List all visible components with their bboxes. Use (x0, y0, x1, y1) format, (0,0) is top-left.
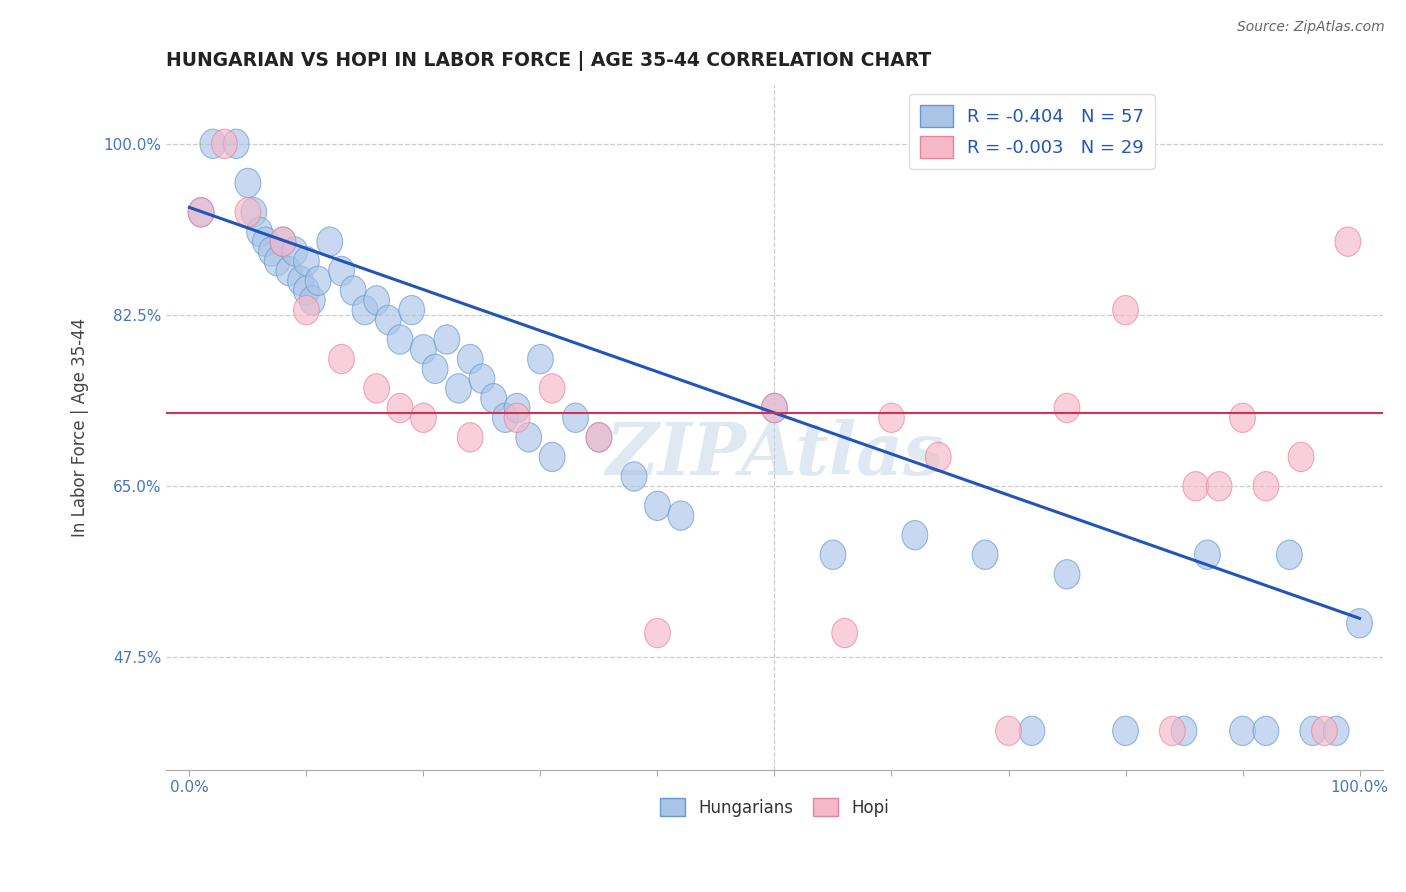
Ellipse shape (1301, 716, 1326, 746)
Ellipse shape (264, 246, 290, 276)
Ellipse shape (586, 423, 612, 452)
Ellipse shape (288, 266, 314, 295)
Ellipse shape (879, 403, 904, 433)
Ellipse shape (457, 344, 484, 374)
Ellipse shape (246, 218, 273, 246)
Ellipse shape (240, 198, 267, 227)
Ellipse shape (294, 295, 319, 325)
Ellipse shape (1312, 716, 1337, 746)
Text: Source: ZipAtlas.com: Source: ZipAtlas.com (1237, 20, 1385, 34)
Ellipse shape (305, 266, 330, 295)
Ellipse shape (235, 169, 260, 198)
Ellipse shape (832, 618, 858, 648)
Ellipse shape (586, 423, 612, 452)
Ellipse shape (668, 501, 693, 530)
Ellipse shape (644, 491, 671, 521)
Ellipse shape (1253, 716, 1279, 746)
Ellipse shape (540, 374, 565, 403)
Ellipse shape (276, 256, 302, 285)
Ellipse shape (375, 305, 401, 334)
Ellipse shape (270, 227, 295, 256)
Ellipse shape (188, 198, 214, 227)
Ellipse shape (1171, 716, 1197, 746)
Ellipse shape (492, 403, 519, 433)
Ellipse shape (259, 236, 284, 266)
Ellipse shape (903, 521, 928, 549)
Ellipse shape (527, 344, 554, 374)
Ellipse shape (329, 256, 354, 285)
Ellipse shape (505, 403, 530, 433)
Ellipse shape (820, 540, 846, 569)
Ellipse shape (200, 129, 226, 159)
Ellipse shape (1195, 540, 1220, 569)
Ellipse shape (540, 442, 565, 472)
Ellipse shape (316, 227, 343, 256)
Ellipse shape (411, 403, 436, 433)
Ellipse shape (411, 334, 436, 364)
Ellipse shape (1112, 295, 1139, 325)
Ellipse shape (294, 276, 319, 305)
Ellipse shape (253, 227, 278, 256)
Ellipse shape (387, 393, 413, 423)
Ellipse shape (329, 344, 354, 374)
Ellipse shape (299, 285, 325, 315)
Ellipse shape (188, 198, 214, 227)
Ellipse shape (399, 295, 425, 325)
Text: ZIPAtlas: ZIPAtlas (605, 419, 943, 491)
Ellipse shape (364, 374, 389, 403)
Ellipse shape (762, 393, 787, 423)
Ellipse shape (505, 393, 530, 423)
Ellipse shape (224, 129, 249, 159)
Text: HUNGARIAN VS HOPI IN LABOR FORCE | AGE 35-44 CORRELATION CHART: HUNGARIAN VS HOPI IN LABOR FORCE | AGE 3… (166, 51, 931, 70)
Ellipse shape (1253, 472, 1279, 501)
Ellipse shape (340, 276, 366, 305)
Ellipse shape (434, 325, 460, 354)
Ellipse shape (1160, 716, 1185, 746)
Legend: Hungarians, Hopi: Hungarians, Hopi (654, 792, 896, 823)
Ellipse shape (1323, 716, 1348, 746)
Ellipse shape (1230, 403, 1256, 433)
Ellipse shape (1054, 559, 1080, 589)
Ellipse shape (1288, 442, 1315, 472)
Ellipse shape (562, 403, 589, 433)
Ellipse shape (212, 129, 238, 159)
Ellipse shape (644, 618, 671, 648)
Ellipse shape (481, 384, 506, 413)
Ellipse shape (387, 325, 413, 354)
Ellipse shape (457, 423, 484, 452)
Ellipse shape (1206, 472, 1232, 501)
Ellipse shape (446, 374, 471, 403)
Y-axis label: In Labor Force | Age 35-44: In Labor Force | Age 35-44 (72, 318, 89, 537)
Ellipse shape (1230, 716, 1256, 746)
Ellipse shape (294, 246, 319, 276)
Ellipse shape (270, 227, 295, 256)
Ellipse shape (352, 295, 378, 325)
Ellipse shape (621, 462, 647, 491)
Ellipse shape (762, 393, 787, 423)
Ellipse shape (1277, 540, 1302, 569)
Ellipse shape (281, 236, 308, 266)
Ellipse shape (1054, 393, 1080, 423)
Ellipse shape (1334, 227, 1361, 256)
Ellipse shape (235, 198, 260, 227)
Ellipse shape (422, 354, 449, 384)
Ellipse shape (516, 423, 541, 452)
Ellipse shape (364, 285, 389, 315)
Ellipse shape (470, 364, 495, 393)
Ellipse shape (1112, 716, 1139, 746)
Ellipse shape (1182, 472, 1209, 501)
Ellipse shape (995, 716, 1021, 746)
Ellipse shape (972, 540, 998, 569)
Ellipse shape (1347, 608, 1372, 638)
Ellipse shape (1019, 716, 1045, 746)
Ellipse shape (925, 442, 952, 472)
